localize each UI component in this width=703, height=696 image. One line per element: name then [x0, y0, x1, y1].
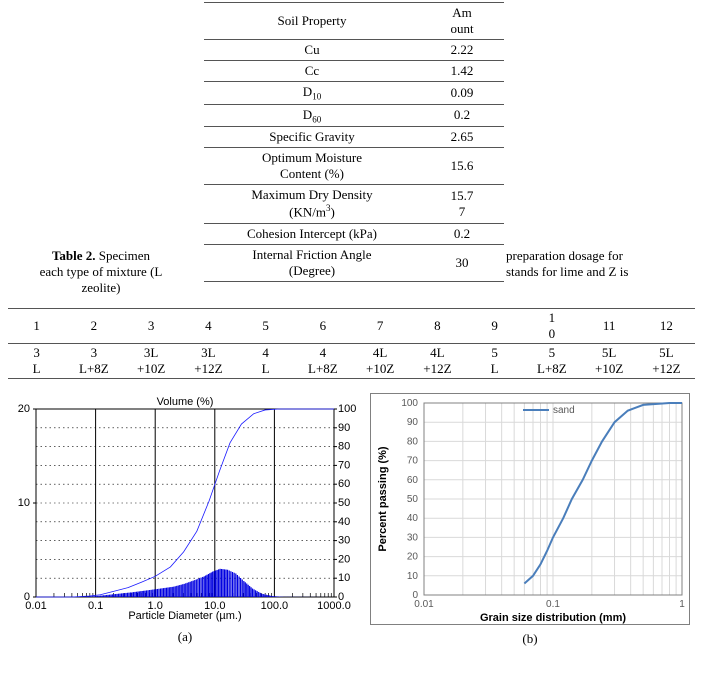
soil-property-table: Soil PropertyAmountCu2.22Cc1.42D100.09D6… [204, 2, 504, 282]
svg-text:100: 100 [401, 398, 418, 409]
svg-text:50: 50 [407, 494, 419, 505]
svg-text:0.01: 0.01 [414, 599, 434, 610]
svg-text:10: 10 [18, 497, 30, 509]
svg-text:40: 40 [407, 513, 419, 524]
svg-text:Grain size distribution (mm): Grain size distribution (mm) [480, 612, 626, 624]
svg-text:90: 90 [407, 417, 419, 428]
chart-b: 01020304050607080901000.010.11Grain size… [370, 393, 690, 647]
svg-text:30: 30 [338, 535, 350, 547]
table2-label-left: Table 2. Specimeneach type of mixture (L… [8, 248, 194, 296]
svg-text:0.1: 0.1 [546, 599, 560, 610]
table2-label-right: preparation dosage forstands for lime an… [506, 248, 703, 280]
svg-text:70: 70 [338, 459, 350, 471]
svg-text:100: 100 [338, 403, 356, 415]
svg-text:0.1: 0.1 [88, 600, 103, 612]
chart-a-caption: (a) [8, 629, 362, 645]
svg-text:90: 90 [338, 422, 350, 434]
svg-text:20: 20 [18, 403, 30, 415]
svg-text:80: 80 [338, 441, 350, 453]
svg-text:0: 0 [24, 591, 30, 603]
svg-text:sand: sand [553, 405, 575, 416]
svg-text:1.0: 1.0 [148, 600, 163, 612]
dosage-table: 123456789101112 3L3L+8Z3L+10Z3L+12Z4L4L+… [8, 308, 695, 379]
svg-text:Volume (%): Volume (%) [157, 396, 214, 408]
chart-b-caption: (b) [370, 631, 690, 647]
chart-a: Volume (%)Particle Diameter (µm.)0.010.1… [8, 393, 362, 645]
svg-text:20: 20 [407, 552, 419, 563]
svg-text:60: 60 [407, 475, 419, 486]
svg-text:10: 10 [407, 571, 419, 582]
svg-text:Percent passing (%): Percent passing (%) [377, 446, 389, 551]
svg-text:70: 70 [407, 456, 419, 467]
svg-text:0: 0 [338, 591, 344, 603]
charts-row: Volume (%)Particle Diameter (µm.)0.010.1… [8, 393, 695, 647]
svg-text:80: 80 [407, 436, 419, 447]
svg-text:1000.0: 1000.0 [317, 600, 351, 612]
svg-text:50: 50 [338, 497, 350, 509]
svg-text:10.0: 10.0 [204, 600, 225, 612]
svg-text:100.0: 100.0 [261, 600, 289, 612]
top-block: Soil PropertyAmountCu2.22Cc1.42D100.09D6… [8, 2, 695, 302]
svg-text:20: 20 [338, 553, 350, 565]
svg-text:1: 1 [679, 599, 685, 610]
svg-text:30: 30 [407, 532, 419, 543]
svg-text:40: 40 [338, 516, 350, 528]
svg-text:60: 60 [338, 478, 350, 490]
svg-text:10: 10 [338, 572, 350, 584]
